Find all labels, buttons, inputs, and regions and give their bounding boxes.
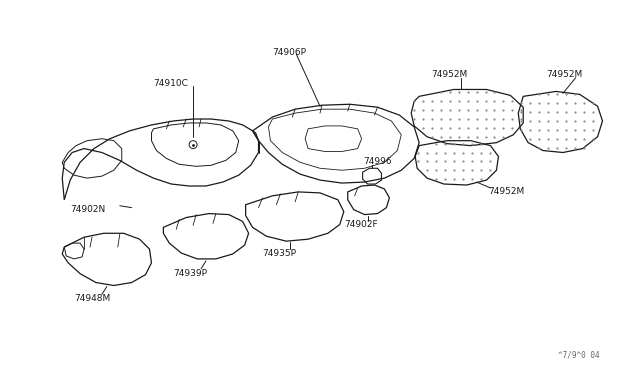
Text: 74902F: 74902F (344, 220, 378, 229)
Text: 74902N: 74902N (70, 205, 106, 214)
Text: 74935P: 74935P (262, 250, 296, 259)
Text: ^7/9^0 04: ^7/9^0 04 (558, 351, 600, 360)
Text: 74910C: 74910C (154, 79, 188, 88)
Text: 74906P: 74906P (273, 48, 307, 57)
Text: 74952M: 74952M (488, 187, 525, 196)
Text: 74996: 74996 (364, 157, 392, 166)
Text: 74939P: 74939P (173, 269, 207, 278)
Text: 74952M: 74952M (431, 70, 467, 79)
Text: 74952M: 74952M (546, 70, 582, 79)
Text: 74948M: 74948M (74, 294, 111, 303)
